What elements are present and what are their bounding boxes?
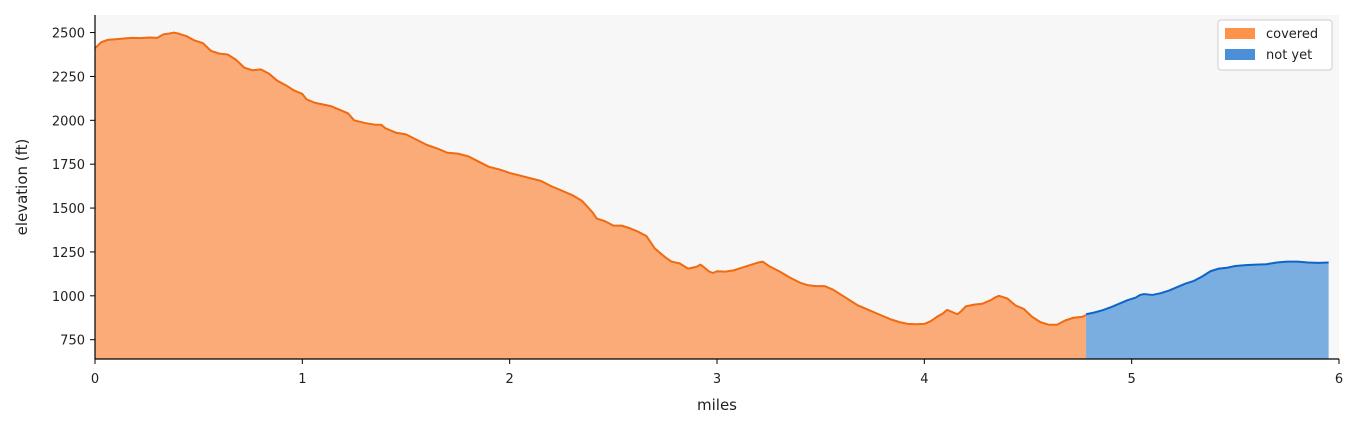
x-tick-label: 5	[1128, 372, 1136, 387]
y-tick-label: 1250	[52, 246, 85, 261]
y-tick-label: 750	[60, 334, 85, 349]
series-line-covered	[94, 31, 1087, 326]
series-line-not-yet	[1085, 260, 1329, 316]
legend-swatch-covered	[1225, 28, 1255, 39]
y-tick-label: 2500	[52, 27, 85, 42]
x-tick-label: 4	[920, 372, 928, 387]
x-axis-title: miles	[697, 396, 737, 414]
y-tick-label: 1000	[52, 290, 85, 305]
y-tick-label: 2000	[52, 114, 85, 129]
x-tick-label: 2	[506, 372, 514, 387]
legend-label-covered: covered	[1266, 27, 1318, 42]
x-tick-label: 6	[1335, 372, 1343, 387]
axes: 0 1 2 3 4 5 6 750 1000 1250 1500 1750 2000 2250 2500	[52, 15, 1343, 387]
y-tick-label: 1750	[52, 158, 85, 173]
y-tick-label: 2250	[52, 70, 85, 85]
y-axis-title: elevation (ft)	[13, 139, 31, 236]
area-fill-covered	[95, 32, 1087, 360]
x-tick-label: 1	[298, 372, 306, 387]
area-fill-not-yet	[1086, 261, 1329, 359]
y-tick-label: 1500	[52, 202, 85, 217]
legend-swatch-not-yet	[1225, 49, 1255, 60]
legend: covered not yet	[1217, 19, 1333, 71]
legend-label-not-yet: not yet	[1266, 48, 1312, 63]
x-tick-label: 0	[91, 372, 99, 387]
x-tick-label: 3	[713, 372, 721, 387]
series-areas	[94, 31, 1329, 360]
